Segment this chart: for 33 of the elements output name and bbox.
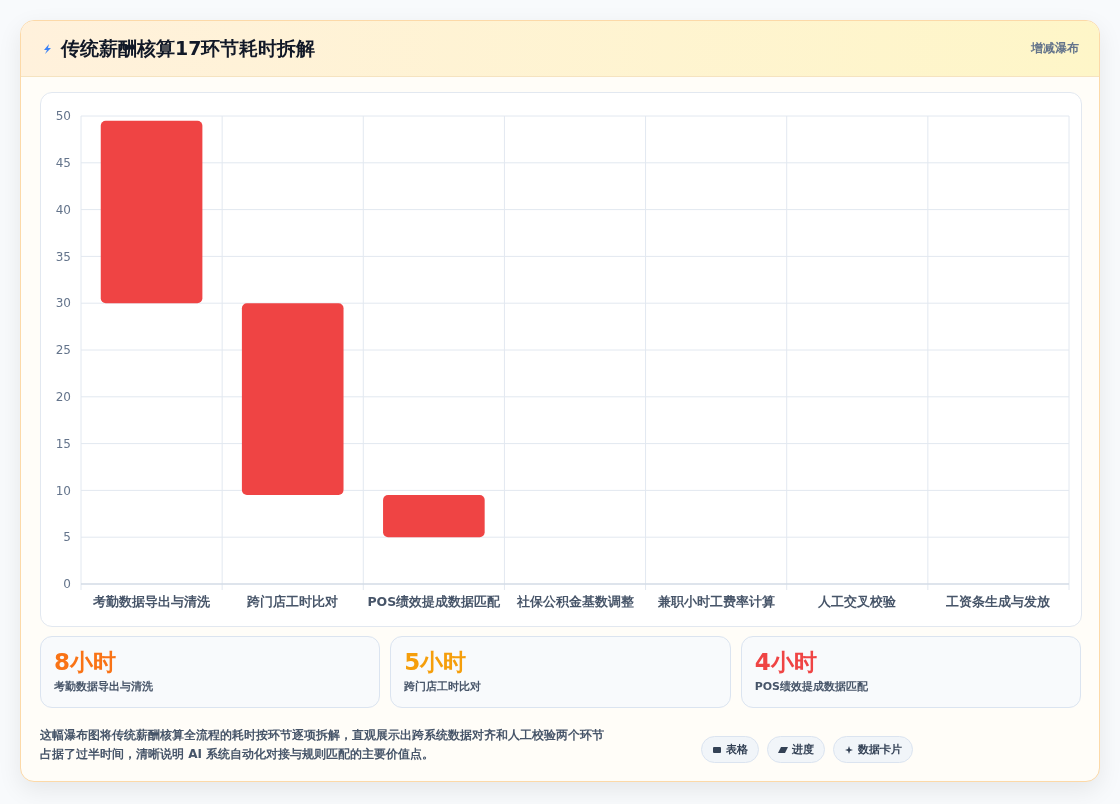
y-tick-label: 40 xyxy=(55,202,71,217)
bar xyxy=(241,303,344,496)
x-tick-label: POS绩效提成数据匹配 xyxy=(367,594,502,609)
y-tick-label: 35 xyxy=(55,249,71,264)
bar xyxy=(383,495,485,538)
text: 跨门店工时比对 xyxy=(404,679,483,694)
x-tick-label: 工资条生成与发放 xyxy=(945,594,1052,609)
text: 考勤数据导出与清洗 xyxy=(54,679,154,694)
y-tick-label: 0 xyxy=(63,577,71,592)
text: POS绩效提成数据匹配 xyxy=(754,679,869,694)
y-tick-label: 25 xyxy=(55,343,71,358)
y-tick-label: 45 xyxy=(55,156,71,170)
y-tick-label: 30 xyxy=(55,296,71,311)
x-tick-label: 跨门店工时比对 xyxy=(246,594,339,609)
text: 8小时 xyxy=(54,648,117,677)
x-tick-label: 人工交叉校验 xyxy=(817,594,898,609)
x-tick-label: 兼职小时工费率计算 xyxy=(656,594,775,609)
text: 表格 xyxy=(726,742,748,757)
chart-title: 传统薪酬核算17环节耗时拆解 xyxy=(61,35,316,61)
x-tick-label: 社保公积金基数调整 xyxy=(515,594,634,609)
y-tick-label: 5 xyxy=(63,530,71,545)
text: 4小时 xyxy=(754,648,818,677)
text: 数据卡片 xyxy=(858,742,902,757)
x-tick-label: 考勤数据导出与清洗 xyxy=(92,594,212,609)
y-tick-label: 50 xyxy=(55,109,71,124)
bar xyxy=(100,120,203,304)
text: 进度 xyxy=(792,742,814,757)
text: 这幅瀑布图将传统薪酬核算全流程的耗时按环节逐项拆解，直观展示出跨系统数据对齐和人工校验两个环节占据了过半时间，清晰说明 AI 系统自动化对接与规则匹配的主要价值点。 xyxy=(40,727,605,763)
text: 5小时 xyxy=(404,648,468,677)
text: 增减瀑布 xyxy=(1031,40,1079,57)
y-tick-label: 10 xyxy=(55,483,71,498)
y-tick-label: 15 xyxy=(55,436,71,451)
y-tick-label: 20 xyxy=(55,390,71,404)
